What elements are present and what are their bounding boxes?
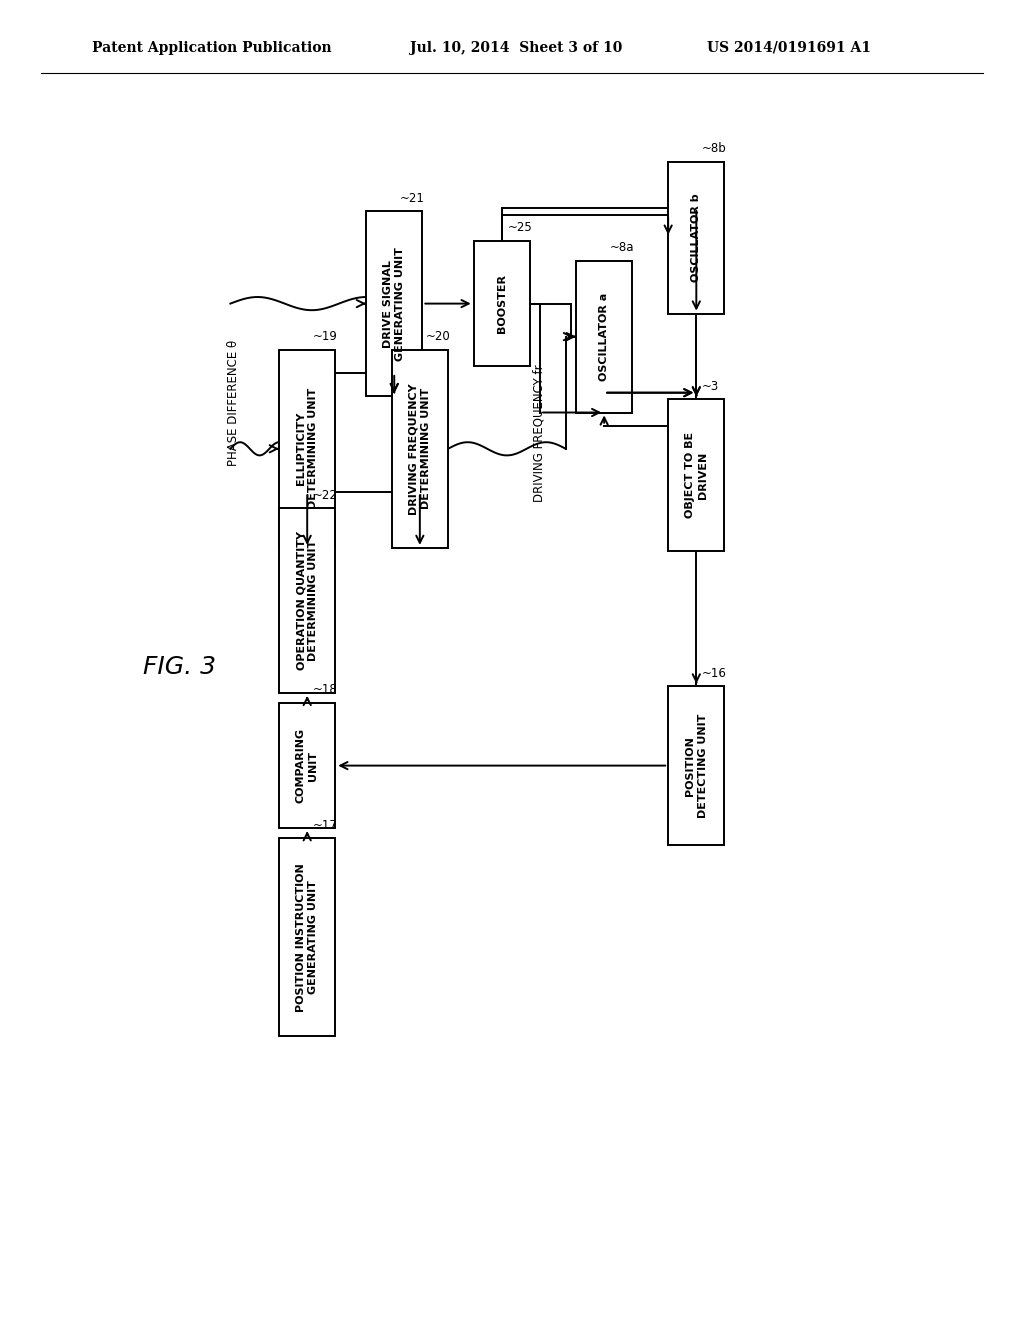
Text: ELLIPTICITY
DETERMINING UNIT: ELLIPTICITY DETERMINING UNIT xyxy=(296,388,318,510)
Bar xyxy=(279,350,335,548)
Text: ~21: ~21 xyxy=(399,191,425,205)
Bar xyxy=(473,242,530,366)
Text: COMPARING
UNIT: COMPARING UNIT xyxy=(296,729,318,803)
Bar xyxy=(669,400,725,552)
Text: DRIVE SIGNAL
GENERATING UNIT: DRIVE SIGNAL GENERATING UNIT xyxy=(383,247,406,360)
Text: PHASE DIFFERENCE θ: PHASE DIFFERENCE θ xyxy=(227,339,240,466)
Text: ~18: ~18 xyxy=(313,684,338,697)
Bar xyxy=(279,702,335,829)
Text: Patent Application Publication: Patent Application Publication xyxy=(92,41,332,54)
Text: DRIVING FREQUENCY
DETERMINING UNIT: DRIVING FREQUENCY DETERMINING UNIT xyxy=(409,383,431,515)
Text: POSITION INSTRUCTION
GENERATING UNIT: POSITION INSTRUCTION GENERATING UNIT xyxy=(296,863,318,1011)
Text: ~16: ~16 xyxy=(702,667,727,680)
Text: OBJECT TO BE
DRIVEN: OBJECT TO BE DRIVEN xyxy=(685,432,708,519)
Text: US 2014/0191691 A1: US 2014/0191691 A1 xyxy=(707,41,870,54)
Text: ~3: ~3 xyxy=(702,380,719,393)
Bar xyxy=(575,261,633,412)
Text: ~17: ~17 xyxy=(313,818,338,832)
Text: POSITION
DETECTING UNIT: POSITION DETECTING UNIT xyxy=(685,713,708,818)
Bar xyxy=(367,211,422,396)
Text: ~22: ~22 xyxy=(313,488,338,502)
Bar xyxy=(391,350,447,548)
Text: Jul. 10, 2014  Sheet 3 of 10: Jul. 10, 2014 Sheet 3 of 10 xyxy=(410,41,622,54)
Text: OPERATION QUANTITY
DETERMINING UNIT: OPERATION QUANTITY DETERMINING UNIT xyxy=(296,531,318,671)
Bar xyxy=(279,838,335,1036)
Text: ~20: ~20 xyxy=(426,330,451,343)
Text: ~8b: ~8b xyxy=(702,143,727,156)
Text: BOOSTER: BOOSTER xyxy=(497,275,507,333)
Text: ~8a: ~8a xyxy=(609,242,634,253)
Text: FIG. 3: FIG. 3 xyxy=(142,655,216,678)
Bar xyxy=(279,508,335,693)
Text: OSCILLATOR a: OSCILLATOR a xyxy=(599,293,609,380)
Bar xyxy=(669,162,725,314)
Bar xyxy=(669,686,725,845)
Text: ~19: ~19 xyxy=(313,330,338,343)
Text: ~25: ~25 xyxy=(508,222,532,235)
Text: OSCILLATOR b: OSCILLATOR b xyxy=(691,193,701,282)
Text: DRIVING FREQUENCY fr: DRIVING FREQUENCY fr xyxy=(532,364,545,502)
